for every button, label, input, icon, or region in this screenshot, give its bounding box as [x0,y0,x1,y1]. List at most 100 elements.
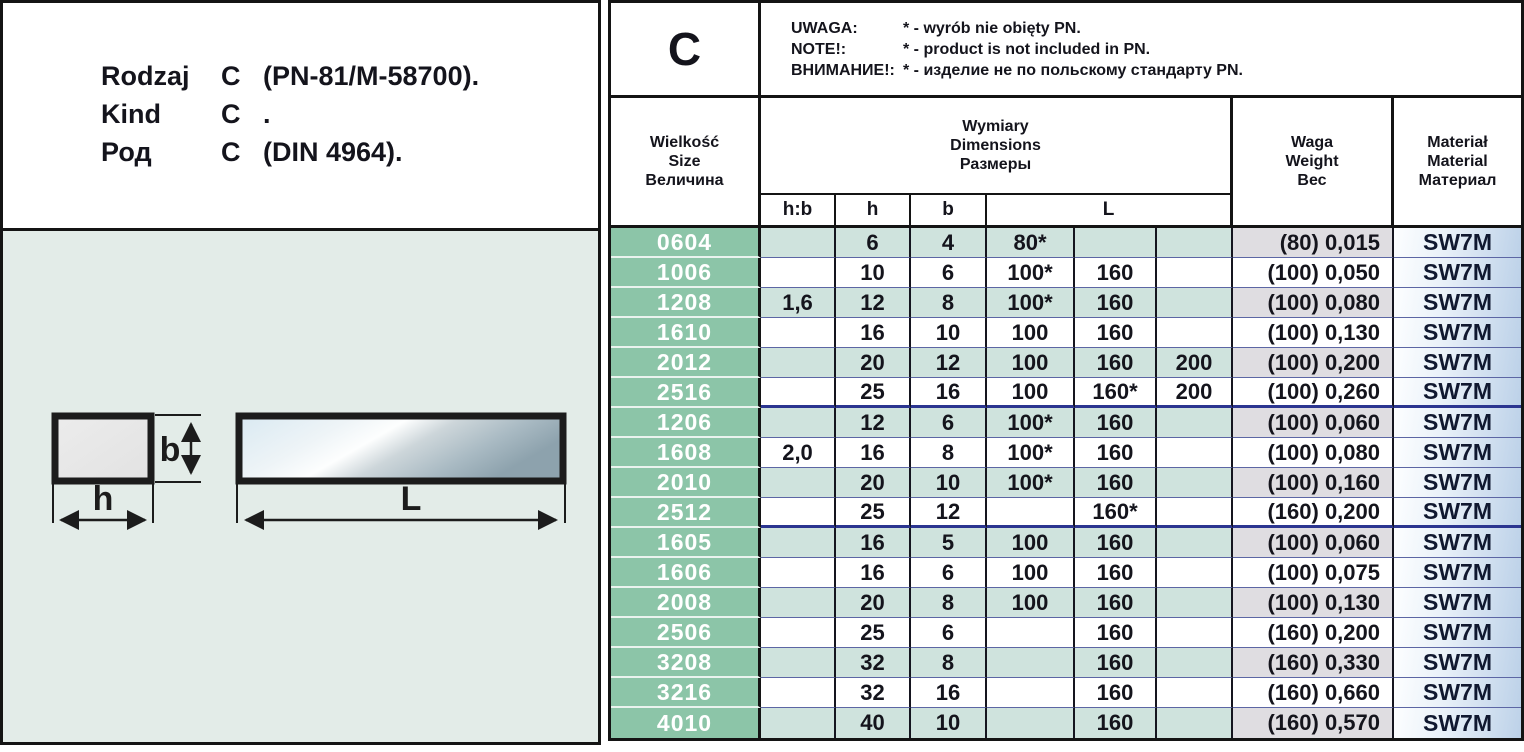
table-cell-b: 6 [911,618,987,648]
table-cell-weight: (100) 0,080 [1233,288,1394,318]
dims-header-pl: Wymiary [962,118,1029,135]
table-cell-L2: 160 [1075,408,1157,438]
table-cell-h: 12 [836,408,911,438]
table-cell-L3 [1157,678,1233,708]
table-cell-size: 3208 [611,648,761,678]
table-cell-ratio [761,318,836,348]
table-cell-L1: 100* [987,438,1075,468]
table-cell-L1 [987,678,1075,708]
table-cell-b: 8 [911,438,987,468]
table-cell-material: SW7M [1394,618,1521,648]
table-cell-L2: 160 [1075,588,1157,618]
table-cell-size: 2516 [611,378,761,408]
note-label-ru: ВНИМАНИЕ!: [791,61,895,79]
weight-header-en: Weight [1285,153,1339,170]
table-cell-b: 8 [911,648,987,678]
table-cell-L3: 200 [1157,348,1233,378]
table-cell-size: 0604 [611,228,761,258]
table-cell-size: 1006 [611,258,761,288]
kind-label-en: Kind [101,99,161,129]
table-cell-size: 3216 [611,678,761,708]
note-text-pl: * - wyrób nie obięty PN. [903,19,1081,37]
table-cell-L2: 160 [1075,348,1157,378]
kind-letter-pl: C [221,61,241,91]
table-cell-L2: 160 [1075,468,1157,498]
column-header-size: Wielkość Size Величина [611,98,761,228]
table-cell-L3 [1157,468,1233,498]
table-cell-weight: (160) 0,200 [1233,618,1394,648]
table-cell-b: 5 [911,528,987,558]
table-cell-L1 [987,498,1075,528]
table-cell-material: SW7M [1394,408,1521,438]
material-header-en: Material [1427,153,1488,170]
table-cell-L1: 100* [987,258,1075,288]
table-cell-L2: 160 [1075,618,1157,648]
table-cell-ratio [761,228,836,258]
note-line-ru: ВНИМАНИЕ!: * - изделие не по польскому с… [791,60,1521,81]
table-cell-b: 6 [911,558,987,588]
table-cell-size: 2012 [611,348,761,378]
table-cell-L2: 160 [1075,558,1157,588]
table-cell-L1: 100 [987,378,1075,408]
table-cell-ratio [761,558,836,588]
table-cell-L3 [1157,588,1233,618]
b-dimension-label: b [160,431,181,469]
table-cell-L3 [1157,258,1233,288]
table-cell-L3 [1157,708,1233,738]
table-cell-ratio [761,258,836,288]
kind-line-ru: Род C (DIN 4964). [101,133,598,171]
table-cell-material: SW7M [1394,498,1521,528]
table-cell-h: 20 [836,588,911,618]
table-cell-b: 10 [911,318,987,348]
table-cell-ratio [761,528,836,558]
table-cell-weight: (160) 0,570 [1233,708,1394,738]
kind-label-pl: Rodzaj [101,61,190,91]
table-cell-ratio [761,498,836,528]
table-cell-L3 [1157,228,1233,258]
table-cell-L3 [1157,288,1233,318]
table-cell-ratio: 1,6 [761,288,836,318]
table-cell-L3 [1157,648,1233,678]
table-cell-L3 [1157,408,1233,438]
table-cell-L2: 160* [1075,378,1157,408]
L-dimension-label: L [401,480,422,518]
table-cell-ratio [761,648,836,678]
table-cell-L1: 100* [987,408,1075,438]
table-cell-weight: (100) 0,130 [1233,318,1394,348]
table-cell-L2: 160 [1075,318,1157,348]
table-cell-L1 [987,618,1075,648]
table-cell-weight: (100) 0,200 [1233,348,1394,378]
table-cell-size: 2010 [611,468,761,498]
table-cell-material: SW7M [1394,228,1521,258]
table-cell-L1: 80* [987,228,1075,258]
table-cell-L3 [1157,528,1233,558]
table-cell-ratio: 2,0 [761,438,836,468]
table-cell-material: SW7M [1394,258,1521,288]
table-cell-L3 [1157,498,1233,528]
material-header-ru: Материал [1418,172,1497,189]
material-header-pl: Materiał [1427,134,1488,151]
table-cell-material: SW7M [1394,348,1521,378]
note-label-en: NOTE!: [791,40,847,58]
subheader-L: L [987,195,1233,228]
table-cell-L1: 100 [987,318,1075,348]
table-cell-L1: 100 [987,528,1075,558]
dimension-diagram-panel: b h L [0,231,601,745]
table-cell-material: SW7M [1394,708,1521,738]
table-cell-L2: 160 [1075,678,1157,708]
kind-detail-pl: (PN-81/M-58700). [263,61,480,91]
table-cell-weight: (100) 0,075 [1233,558,1394,588]
table-cell-b: 8 [911,288,987,318]
subheader-b: b [911,195,987,228]
kind-info-lines: Rodzaj C (PN-81/M-58700). Kind C . Род C… [101,57,598,171]
table-cell-material: SW7M [1394,468,1521,498]
catalog-table: C UWAGA: * - wyrób nie obięty PN. NOTE!:… [608,0,1524,741]
table-cell-weight: (100) 0,050 [1233,258,1394,288]
table-cell-size: 2506 [611,618,761,648]
table-cell-L2: 160 [1075,258,1157,288]
table-cell-ratio [761,348,836,378]
kind-label-ru: Род [101,137,152,167]
table-cell-h: 16 [836,528,911,558]
size-header-en: Size [668,153,701,170]
note-line-en: NOTE!: * - product is not included in PN… [791,39,1521,60]
